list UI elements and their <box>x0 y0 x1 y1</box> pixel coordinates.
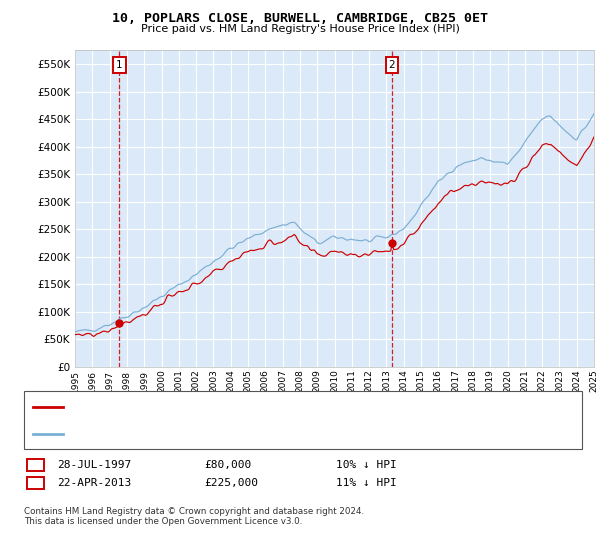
Text: £225,000: £225,000 <box>204 478 258 488</box>
Text: Contains HM Land Registry data © Crown copyright and database right 2024.
This d: Contains HM Land Registry data © Crown c… <box>24 507 364 526</box>
Text: £80,000: £80,000 <box>204 460 251 470</box>
Text: 11% ↓ HPI: 11% ↓ HPI <box>336 478 397 488</box>
Text: HPI: Average price, detached house, East Cambridgeshire: HPI: Average price, detached house, East… <box>67 428 350 438</box>
Text: Price paid vs. HM Land Registry's House Price Index (HPI): Price paid vs. HM Land Registry's House … <box>140 24 460 34</box>
Text: 2: 2 <box>388 59 395 69</box>
Text: 10, POPLARS CLOSE, BURWELL, CAMBRIDGE, CB25 0ET (detached house): 10, POPLARS CLOSE, BURWELL, CAMBRIDGE, C… <box>67 402 443 412</box>
Text: 1: 1 <box>32 460 39 470</box>
Text: 10% ↓ HPI: 10% ↓ HPI <box>336 460 397 470</box>
Text: 28-JUL-1997: 28-JUL-1997 <box>57 460 131 470</box>
Text: 10, POPLARS CLOSE, BURWELL, CAMBRIDGE, CB25 0ET: 10, POPLARS CLOSE, BURWELL, CAMBRIDGE, C… <box>112 12 488 25</box>
Text: 2: 2 <box>32 478 39 488</box>
Text: 22-APR-2013: 22-APR-2013 <box>57 478 131 488</box>
Text: 1: 1 <box>116 59 123 69</box>
